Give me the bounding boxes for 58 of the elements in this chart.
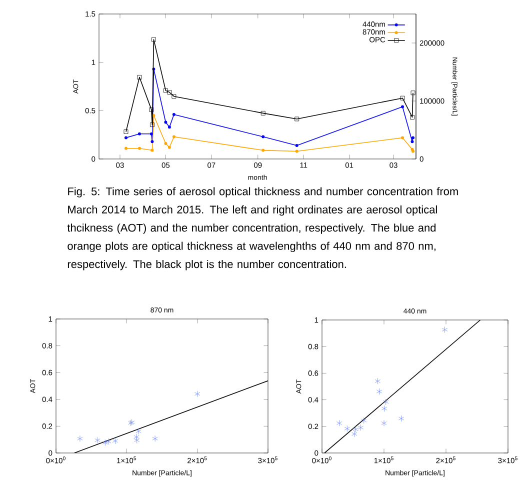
point (401, 136, 404, 140)
point (77, 435, 83, 442)
point (410, 115, 414, 120)
point (262, 135, 265, 138)
point (106, 438, 112, 445)
point (410, 90, 416, 96)
point (336, 420, 342, 426)
point (262, 148, 265, 152)
point (412, 136, 414, 140)
point (124, 146, 128, 150)
point (134, 434, 140, 440)
point (295, 144, 298, 147)
point (358, 424, 364, 431)
point (134, 437, 140, 444)
point (352, 430, 358, 438)
point (410, 140, 414, 144)
point (294, 116, 300, 122)
point (137, 75, 142, 80)
point (295, 150, 298, 153)
point (383, 398, 389, 406)
point (138, 132, 141, 136)
point (164, 120, 168, 124)
point (361, 417, 367, 424)
point (398, 415, 404, 422)
point (344, 425, 350, 432)
point (138, 146, 141, 150)
point (124, 136, 128, 140)
point (150, 132, 153, 136)
point (168, 146, 171, 149)
point (260, 110, 266, 116)
point (150, 140, 154, 144)
point (94, 437, 100, 444)
point (136, 428, 142, 434)
point (164, 142, 168, 146)
point (172, 94, 176, 99)
point (150, 148, 154, 152)
point (168, 126, 171, 129)
point (400, 96, 405, 100)
point (374, 378, 380, 384)
point (172, 113, 176, 116)
point (124, 130, 128, 134)
point (376, 388, 382, 395)
point (112, 438, 118, 444)
point (152, 435, 158, 442)
point (167, 90, 172, 94)
point (352, 426, 358, 433)
point (102, 439, 108, 446)
point (150, 122, 154, 127)
point (442, 326, 448, 333)
point (381, 420, 387, 426)
caption: Fig. 5: Time series of aerosol optical thickness and number concentration from March 2014 to March 2015. The left and right ordinates are aerosol optical thcikness (AOT) and the number concentration, respectively. The blue and orange plots are optical thickness at wavelenghths of 440 nm and 870 nm, respectively. The black plot is the number concentration. (67, 187, 458, 270)
point (382, 405, 388, 412)
point (172, 135, 176, 138)
point (149, 107, 154, 112)
point (401, 105, 404, 108)
point (194, 390, 200, 398)
point (164, 88, 168, 93)
point (152, 37, 156, 42)
